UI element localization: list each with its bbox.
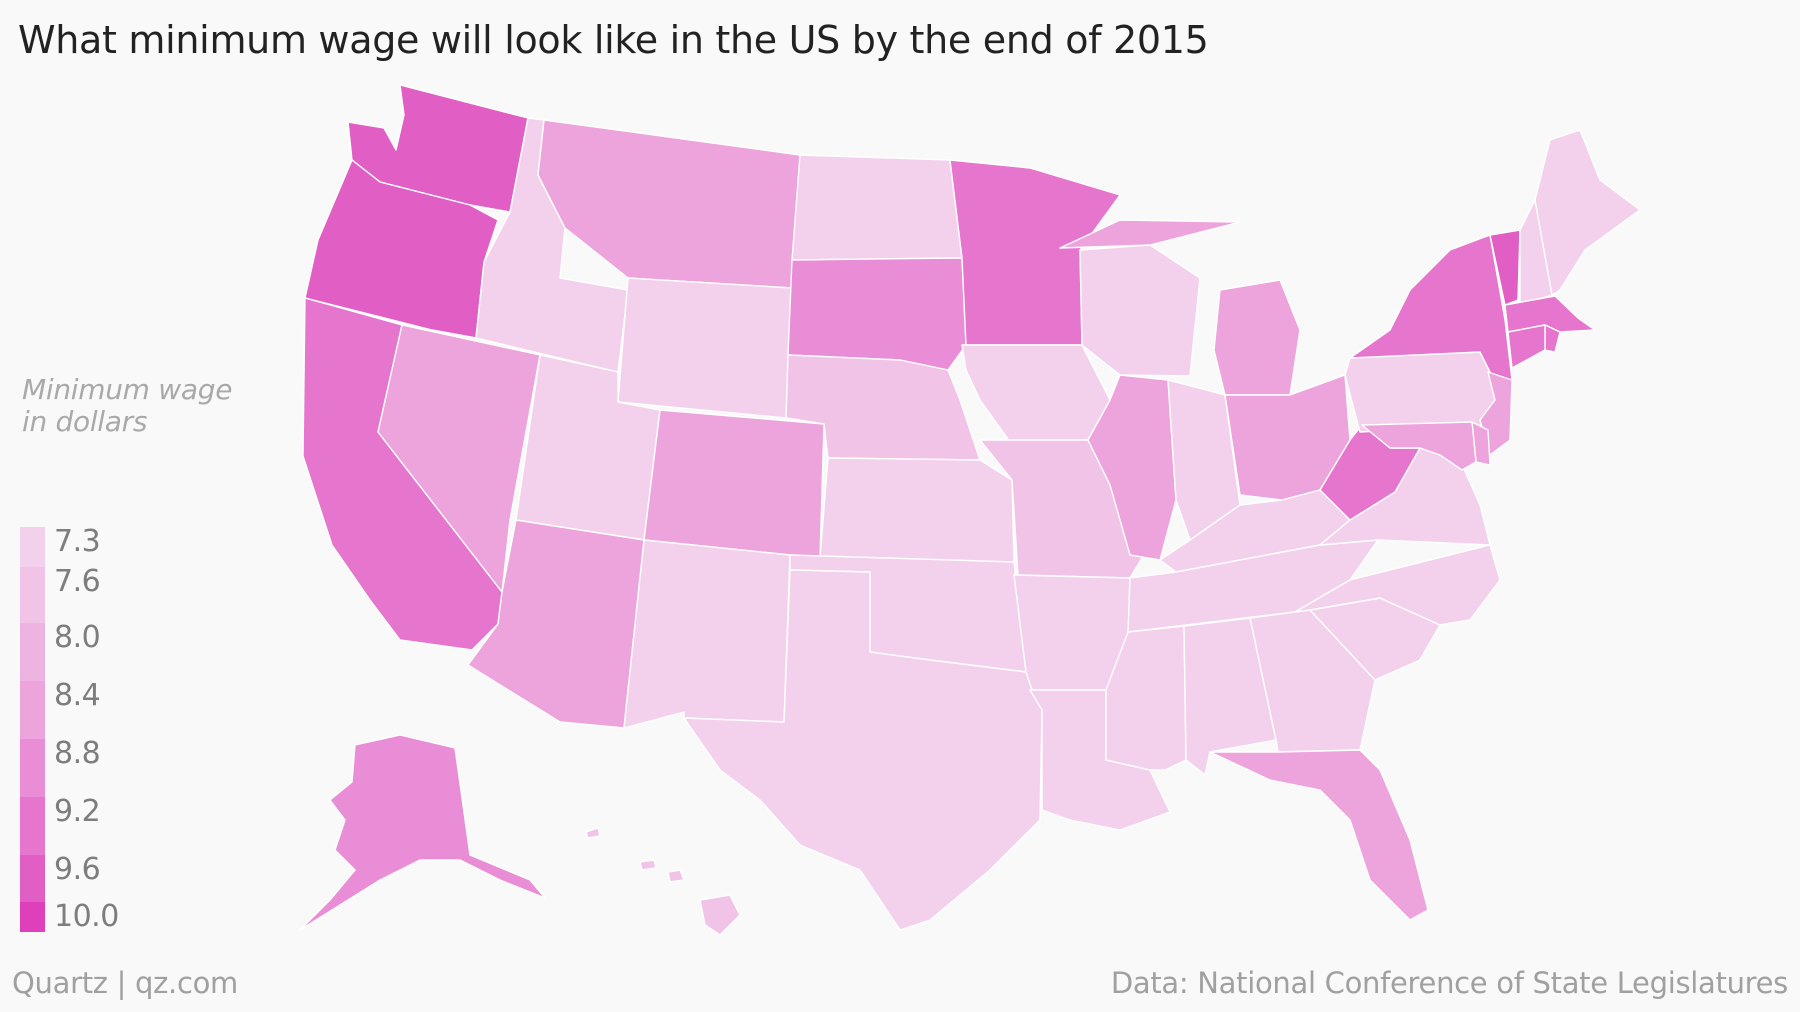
state-NM [623, 539, 791, 729]
state-VT [1489, 229, 1521, 306]
legend-swatch-8.8 [20, 739, 45, 797]
legend-title-line2: in dollars [22, 405, 148, 438]
legend-label-9.6: 9.6 [54, 852, 101, 887]
state-MT [537, 119, 801, 289]
legend-swatch-9.6 [20, 855, 45, 902]
state-WY [617, 277, 793, 419]
legend-label-9.2: 9.2 [54, 794, 101, 829]
state-AK [299, 734, 546, 931]
state-NV [377, 324, 541, 593]
legend-swatch-8.0 [20, 623, 45, 681]
state-FL [1209, 749, 1429, 921]
legend-label-7.6: 7.6 [54, 564, 101, 599]
state-MD [1361, 421, 1477, 471]
state-CT [1507, 324, 1546, 369]
legend-label-8.0: 8.0 [54, 620, 101, 655]
legend-label-7.3: 7.3 [54, 524, 101, 559]
credit: Quartz | qz.com [12, 966, 238, 1000]
state-KS [819, 457, 1015, 563]
legend-title: Minimum wage in dollars [22, 374, 232, 438]
chart-title: What minimum wage will look like in the … [18, 18, 1209, 62]
legend-label-8.4: 8.4 [54, 678, 101, 713]
state-WI [1079, 244, 1201, 377]
legend-swatch-9.2 [20, 797, 45, 855]
legend-swatch-7.6 [20, 567, 45, 623]
legend-label-8.8: 8.8 [54, 736, 101, 771]
color-legend: 7.3 7.6 8.0 8.4 8.8 9.2 9.6 10.0 [20, 527, 320, 932]
state-ME [1534, 129, 1641, 296]
state-IA [961, 344, 1111, 443]
legend-label-10.0: 10.0 [54, 899, 119, 934]
state-ND [791, 154, 963, 261]
legend-swatch-8.4 [20, 681, 45, 739]
state-NC [1294, 544, 1501, 626]
legend-swatch-7.3 [20, 527, 45, 567]
legend-swatch-10.0 [20, 902, 45, 932]
data-source: Data: National Conference of State Legis… [1110, 966, 1788, 1000]
state-TX [683, 569, 1043, 931]
state-SD [787, 257, 967, 371]
state-PA [1344, 351, 1501, 433]
state-HI [585, 827, 741, 936]
state-CO [643, 409, 825, 559]
legend-title-line1: Minimum wage [22, 373, 233, 406]
